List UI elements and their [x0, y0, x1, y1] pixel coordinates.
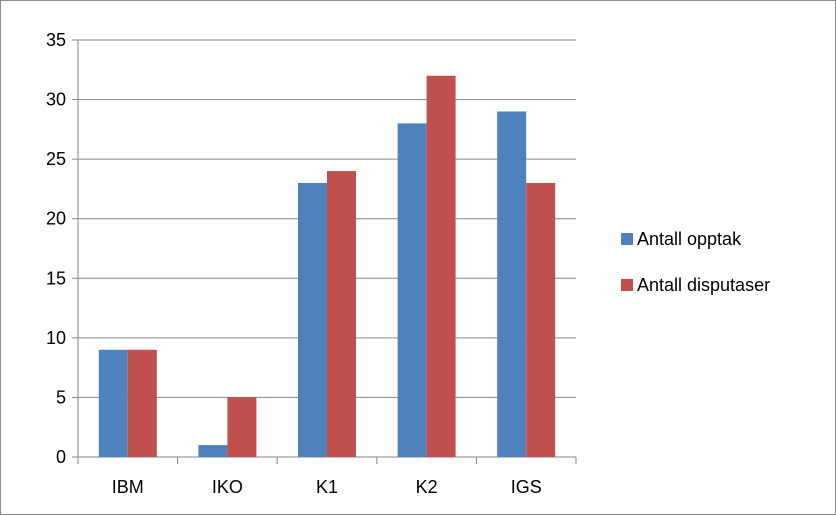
- bar-igs-series-2: [526, 182, 556, 457]
- legend-swatch: [621, 279, 633, 291]
- legend-label: Antall opptak: [637, 229, 742, 249]
- bar-iko-series-2: [227, 397, 257, 457]
- y-tick-label: 15: [46, 268, 66, 288]
- bar-k2-series-2: [426, 75, 456, 457]
- x-tick-label: IBM: [112, 477, 144, 497]
- y-tick-label: 30: [46, 90, 66, 110]
- bar-ibm-series-1: [98, 349, 128, 457]
- bar-k2-series-1: [397, 123, 427, 458]
- x-tick-labels: IBM IKO K1 K2 IGS: [112, 477, 542, 497]
- x-tick-label: K1: [316, 477, 338, 497]
- bar-iko-series-1: [198, 445, 228, 457]
- bar-k1-series-2: [327, 171, 356, 458]
- legend-swatch: [621, 233, 633, 245]
- bar-k1-series-1: [298, 182, 327, 457]
- legend: Antall opptak Antall disputaser: [621, 229, 770, 295]
- bars: [98, 75, 556, 458]
- x-tick-label: K2: [416, 477, 438, 497]
- bar-igs-series-1: [497, 111, 527, 457]
- x-tick-label: IGS: [511, 477, 542, 497]
- y-tick-label: 25: [46, 149, 66, 169]
- y-tick-label: 5: [56, 387, 66, 407]
- y-tick-label: 0: [56, 447, 66, 467]
- y-tick-label: 20: [46, 209, 66, 229]
- legend-label: Antall disputaser: [637, 275, 770, 295]
- y-tick-labels: 0 5 10 15 20 25 30 35: [46, 30, 66, 467]
- y-tick-label: 35: [46, 30, 66, 50]
- bar-ibm-series-2: [127, 349, 157, 457]
- x-tick-label: IKO: [212, 477, 243, 497]
- y-tick-label: 10: [46, 328, 66, 348]
